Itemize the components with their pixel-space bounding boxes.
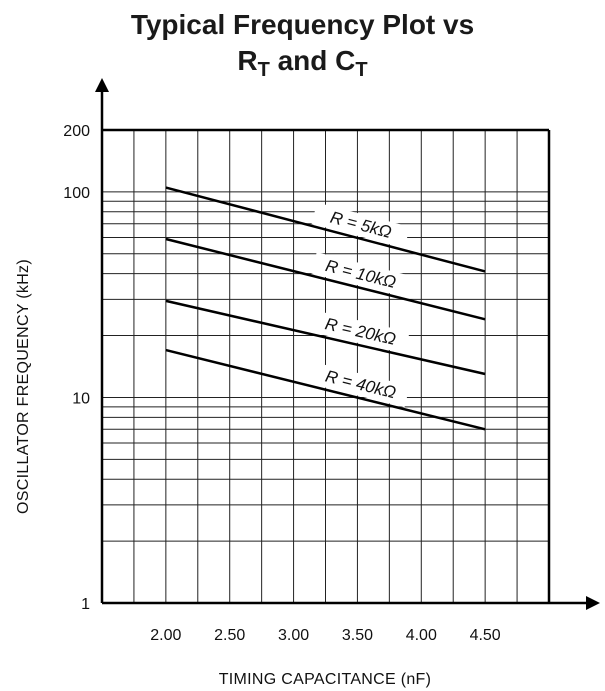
x-tick-label: 2.50	[214, 627, 245, 644]
y-tick-label: 1	[81, 596, 90, 613]
tick-labels: 2.00 2.50 3.00 3.50 4.00 4.50 1 10 100 200	[63, 123, 501, 644]
y-tick-label: 200	[63, 123, 90, 140]
series-label-background	[311, 252, 410, 297]
y-axis-label: OSCILLATOR FREQUENCY (kHz)	[15, 259, 32, 514]
chart-title-line-1: Typical Frequency Plot vs	[0, 8, 605, 42]
x-tick-label: 2.00	[150, 627, 181, 644]
x-tick-label: 3.50	[342, 627, 373, 644]
x-tick-label: 4.00	[406, 627, 437, 644]
x-tick-label: 4.50	[470, 627, 501, 644]
series-label: R = 20kΩ	[323, 314, 397, 349]
series-line	[165, 348, 486, 431]
series-line	[165, 299, 486, 376]
chart-title-r: R	[237, 45, 258, 76]
y-tick-label: 100	[63, 185, 90, 202]
x-axis-label: TIMING CAPACITANCE (nF)	[219, 671, 432, 688]
series-line	[165, 237, 486, 321]
series-label: R = 10kΩ	[323, 256, 398, 292]
y-axis-arrow	[95, 78, 109, 92]
series-label: R = 5kΩ	[328, 208, 393, 242]
chart-title-line-2: RT and CT	[0, 44, 605, 87]
chart-title-text-1: Typical Frequency Plot vs	[130, 9, 475, 40]
series-label-background	[311, 362, 410, 408]
series-line	[165, 186, 486, 273]
y-tick-label: 10	[72, 390, 90, 407]
chart-axes	[95, 78, 600, 610]
chart-title-r-sub: T	[257, 59, 270, 81]
chart-title-and-c: and C	[269, 45, 356, 76]
axis-labels: TIMING CAPACITANCE (nF) OSCILLATOR FREQUE…	[15, 259, 431, 688]
series-label-background	[311, 310, 410, 354]
plot-frame	[102, 128, 551, 603]
series-label-background	[311, 202, 410, 249]
chart-title-c-sub: T	[355, 59, 368, 81]
x-tick-label: 3.00	[278, 627, 309, 644]
x-axis-arrow	[586, 596, 600, 610]
